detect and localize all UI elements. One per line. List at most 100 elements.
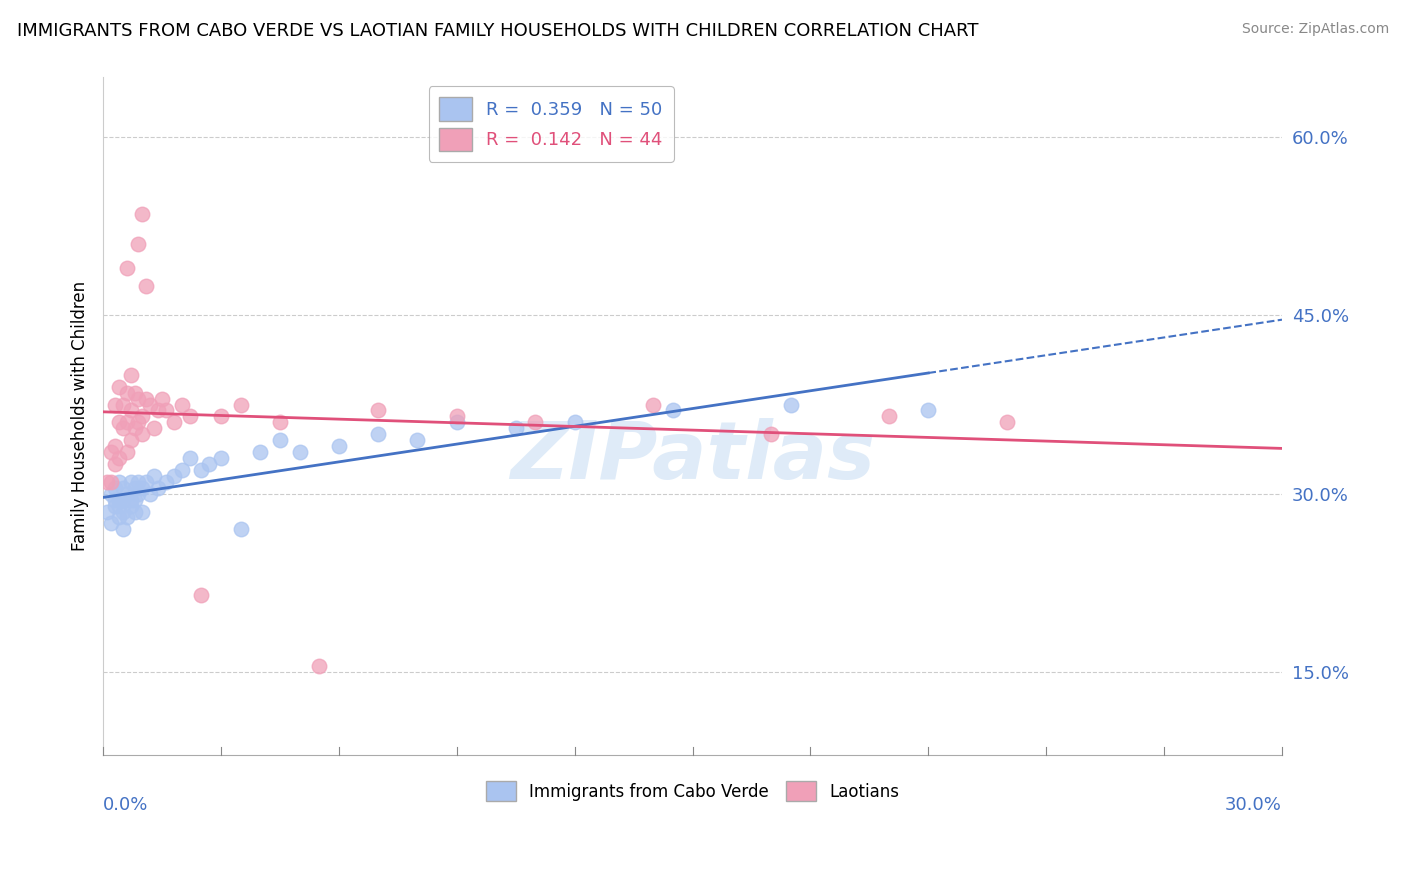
Point: [877, 409, 900, 424]
Point: [96, 475, 118, 489]
Point: [190, 463, 212, 477]
Point: [135, 278, 157, 293]
Point: [163, 415, 186, 429]
Point: [643, 397, 665, 411]
Point: [229, 397, 252, 411]
Point: [115, 510, 138, 524]
Point: [124, 421, 146, 435]
Point: [367, 427, 389, 442]
Text: Source: ZipAtlas.com: Source: ZipAtlas.com: [1241, 22, 1389, 37]
Point: [131, 504, 153, 518]
Point: [115, 385, 138, 400]
Text: IMMIGRANTS FROM CABO VERDE VS LAOTIAN FAMILY HOUSEHOLDS WITH CHILDREN CORRELATIO: IMMIGRANTS FROM CABO VERDE VS LAOTIAN FA…: [17, 22, 979, 40]
Point: [104, 397, 127, 411]
Point: [131, 427, 153, 442]
Point: [120, 368, 142, 382]
Point: [269, 415, 291, 429]
Point: [662, 403, 685, 417]
Point: [249, 445, 271, 459]
Point: [108, 499, 131, 513]
Point: [120, 492, 142, 507]
Point: [131, 481, 153, 495]
Point: [328, 439, 350, 453]
Point: [108, 510, 131, 524]
Point: [115, 486, 138, 500]
Point: [135, 475, 157, 489]
Point: [139, 397, 162, 411]
Point: [269, 433, 291, 447]
Point: [100, 516, 122, 531]
Point: [120, 433, 142, 447]
Point: [120, 475, 142, 489]
Point: [155, 403, 177, 417]
Point: [143, 421, 166, 435]
Point: [128, 236, 150, 251]
Point: [108, 379, 131, 393]
Point: [198, 457, 221, 471]
Point: [100, 445, 122, 459]
Point: [995, 415, 1018, 429]
Point: [446, 409, 468, 424]
Point: [288, 445, 311, 459]
Point: [170, 397, 193, 411]
Point: [146, 403, 169, 417]
Point: [104, 499, 127, 513]
Point: [179, 450, 201, 465]
Point: [111, 481, 134, 495]
Point: [124, 504, 146, 518]
Point: [505, 421, 527, 435]
Point: [128, 486, 150, 500]
Point: [108, 450, 131, 465]
Point: [100, 486, 122, 500]
Point: [100, 475, 122, 489]
Point: [190, 588, 212, 602]
Point: [308, 659, 330, 673]
Point: [135, 392, 157, 406]
Point: [115, 445, 138, 459]
Point: [120, 499, 142, 513]
Text: 30.0%: 30.0%: [1225, 796, 1282, 814]
Point: [120, 403, 142, 417]
Point: [170, 463, 193, 477]
Text: ZIPatlas: ZIPatlas: [510, 418, 875, 496]
Point: [115, 415, 138, 429]
Point: [524, 415, 547, 429]
Point: [108, 415, 131, 429]
Point: [209, 450, 232, 465]
Point: [759, 427, 782, 442]
Point: [367, 403, 389, 417]
Point: [108, 475, 131, 489]
Legend: Immigrants from Cabo Verde, Laotians: Immigrants from Cabo Verde, Laotians: [479, 774, 905, 808]
Point: [96, 504, 118, 518]
Point: [128, 475, 150, 489]
Point: [446, 415, 468, 429]
Point: [111, 421, 134, 435]
Point: [111, 504, 134, 518]
Point: [104, 439, 127, 453]
Y-axis label: Family Households with Children: Family Households with Children: [72, 281, 89, 551]
Point: [564, 415, 586, 429]
Point: [146, 481, 169, 495]
Point: [104, 492, 127, 507]
Point: [917, 403, 939, 417]
Point: [143, 468, 166, 483]
Point: [179, 409, 201, 424]
Point: [128, 392, 150, 406]
Point: [155, 475, 177, 489]
Point: [115, 260, 138, 275]
Point: [150, 392, 173, 406]
Point: [406, 433, 429, 447]
Text: 0.0%: 0.0%: [103, 796, 149, 814]
Point: [139, 486, 162, 500]
Point: [131, 207, 153, 221]
Point: [111, 397, 134, 411]
Point: [124, 481, 146, 495]
Point: [163, 468, 186, 483]
Point: [131, 409, 153, 424]
Point: [779, 397, 801, 411]
Point: [104, 481, 127, 495]
Point: [111, 522, 134, 536]
Point: [104, 457, 127, 471]
Point: [209, 409, 232, 424]
Point: [124, 492, 146, 507]
